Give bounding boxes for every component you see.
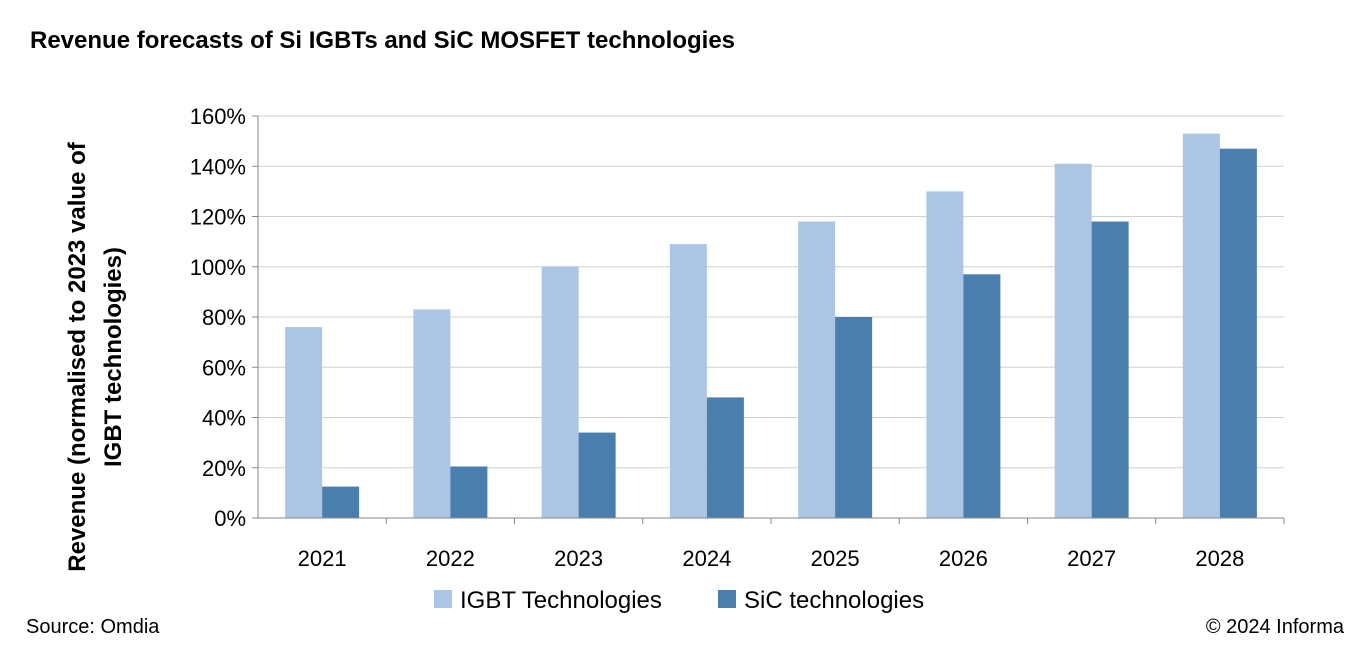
legend-label-sic: SiC technologies (744, 587, 924, 614)
x-tick-label: 2024 (682, 546, 731, 571)
bar-sic-2023 (578, 432, 616, 518)
bar-sic-2024 (706, 397, 744, 518)
bar-igbt-2028 (1182, 133, 1220, 518)
bar-igbt-2024 (669, 244, 707, 518)
source-note: Source: Omdia (26, 616, 160, 638)
bar-sic-2025 (835, 317, 873, 518)
bar-sic-2022 (450, 466, 488, 518)
y-tick-label: 100% (190, 255, 246, 280)
copyright-note: © 2024 Informa (1205, 616, 1344, 638)
y-tick-label: 60% (202, 355, 246, 380)
x-tick-label: 2023 (554, 546, 603, 571)
bar-sic-2026 (963, 274, 1001, 518)
bars (285, 133, 1257, 519)
x-tick-label: 2025 (811, 546, 860, 571)
chart-title: Revenue forecasts of Si IGBTs and SiC MO… (30, 27, 736, 54)
bar-sic-2028 (1219, 148, 1257, 518)
y-axis-title: Revenue (normalised to 2023 value of IGBT… (64, 141, 127, 571)
axes (252, 115, 1285, 524)
y-axis-title-line: IGBT technologies) (100, 247, 127, 467)
x-tick-label: 2022 (426, 546, 475, 571)
y-axis-title-line: Revenue (normalised to 2023 value of (64, 141, 91, 571)
x-tick-label: 2027 (1067, 546, 1116, 571)
y-tick-label: 80% (202, 305, 246, 330)
y-tick-label: 0% (214, 506, 246, 531)
bar-sic-2027 (1091, 221, 1129, 518)
y-tick-label: 120% (190, 205, 246, 230)
y-tick-label: 40% (202, 406, 246, 431)
x-tick-label: 2021 (298, 546, 347, 571)
bar-igbt-2027 (1054, 163, 1092, 519)
y-tick-label: 140% (190, 154, 246, 179)
bar-sic-2021 (322, 486, 360, 518)
bar-igbt-2025 (798, 221, 836, 518)
legend: IGBT Technologies SiC technologies (434, 587, 924, 614)
bar-igbt-2022 (413, 309, 451, 518)
gridlines (258, 115, 1284, 469)
bar-igbt-2021 (285, 327, 323, 518)
legend-label-igbt: IGBT Technologies (460, 587, 662, 614)
y-tick-labels: 0% 20% 40% 60% 80% 100% 120% 140% 160% (190, 104, 246, 531)
y-tick-label: 20% (202, 456, 246, 481)
legend-swatch-sic (718, 590, 736, 608)
legend-swatch-igbt (434, 590, 452, 608)
x-tick-label: 2028 (1195, 546, 1244, 571)
x-tick-label: 2026 (939, 546, 988, 571)
x-tick-labels: 2021 2022 2023 2024 2025 2026 2027 2028 (298, 546, 1245, 571)
y-tick-label: 160% (190, 104, 246, 129)
bar-igbt-2026 (926, 191, 964, 518)
bar-igbt-2023 (541, 266, 579, 518)
